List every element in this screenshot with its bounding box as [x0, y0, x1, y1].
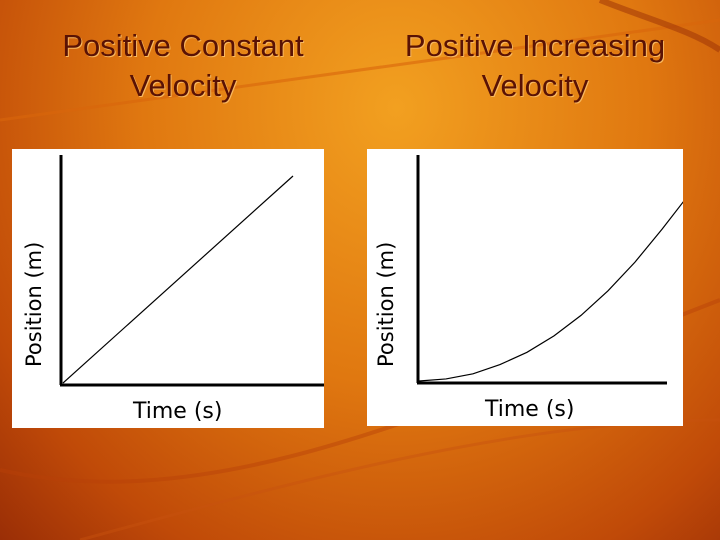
- x-axis-label: Time (s): [485, 397, 575, 422]
- chart-svg-increasing: [416, 155, 683, 385]
- series-line-position: [62, 175, 294, 384]
- x-axis-label: Time (s): [133, 399, 223, 424]
- chart-title-increasing: Positive Increasing Velocity: [404, 28, 666, 103]
- chart-panel-constant-velocity: Position (m) Time (s): [12, 149, 324, 428]
- chart-panel-increasing-velocity: Position (m) Time (s): [367, 149, 683, 426]
- y-axis-label: Position (m): [374, 241, 398, 367]
- series-line-position: [418, 201, 683, 382]
- chart-title-constant: Positive Constant Velocity: [62, 28, 304, 103]
- chart-svg-constant: [59, 155, 324, 387]
- y-axis-label: Position (m): [22, 241, 46, 367]
